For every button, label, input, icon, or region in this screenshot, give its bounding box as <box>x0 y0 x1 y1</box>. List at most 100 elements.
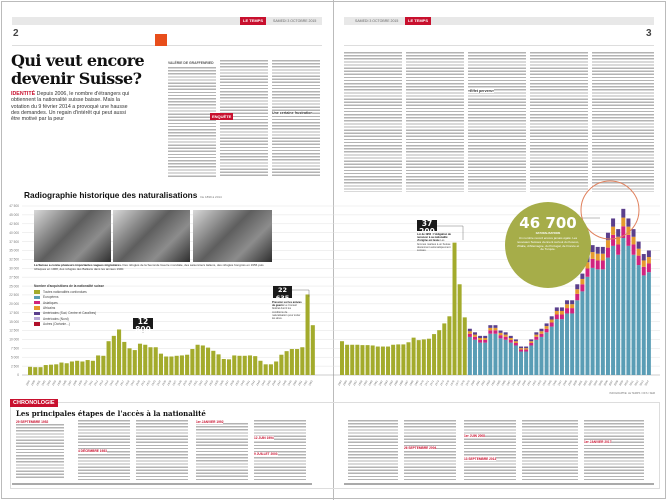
spread-fold <box>333 0 334 500</box>
x-tick-label: 1944 <box>260 379 267 386</box>
bar-segment-africains <box>519 348 524 350</box>
masthead-bar-left <box>12 17 322 25</box>
x-tick-label: 1958 <box>357 379 364 386</box>
x-tick-label: 1932 <box>197 379 204 386</box>
x-tick-label: 2011 <box>628 379 635 386</box>
bar-segment-asiatiques <box>626 234 631 246</box>
annotation-label: NATURALISATIONS <box>273 301 296 304</box>
archive-photo-3 <box>193 210 272 262</box>
bar-segment-africains <box>544 326 549 329</box>
annotation-label: NATURALISATIONS <box>535 232 561 235</box>
photo-caption: La Suisse a connu plusieurs importantes … <box>34 263 272 271</box>
event-date: 13 SEPTEMBRE 2013 <box>464 457 497 461</box>
chronology-text-column <box>196 423 248 480</box>
bar-segment-africains <box>534 334 539 337</box>
bar-segment-europeens <box>616 254 621 375</box>
x-tick-label: 1910 <box>82 379 89 386</box>
bar <box>386 346 391 375</box>
x-tick-label: 1957 <box>352 379 359 386</box>
x-tick-label: 1917 <box>119 379 126 386</box>
annotation-value: 46 700 <box>519 214 577 232</box>
x-tick-label: 1950 <box>292 379 299 386</box>
x-tick-label: 1977 <box>454 379 461 386</box>
bar-segment-ameriques <box>539 328 544 332</box>
legend-title: Nombre d'acquisitions de la nationalité … <box>34 284 105 288</box>
x-tick-label: 1924 <box>155 379 162 386</box>
bar <box>360 345 365 375</box>
x-tick-label: 1980 <box>469 379 476 386</box>
bar <box>350 344 355 375</box>
chronology-text-column <box>254 420 306 480</box>
bar <box>232 355 237 375</box>
bar <box>442 323 447 375</box>
x-tick-label: 1947 <box>276 379 283 386</box>
annotation-note: Pression sur les années de guerre Le Con… <box>272 301 302 320</box>
annotation-12800: 12 800 NATURALISATIONS <box>133 318 156 336</box>
event-date: 1er JANVIER 2017 <box>584 440 612 444</box>
x-tick-label: 1968 <box>408 379 415 386</box>
article-text-column <box>592 52 654 192</box>
article-lead: Qui veut encore devenir Suisse? IDENTITÉ… <box>11 52 163 123</box>
bar <box>247 355 253 375</box>
y-tick-label: 40 000 <box>9 231 19 235</box>
x-tick-label: 1920 <box>134 379 141 386</box>
bar-segment-europeens <box>646 272 651 375</box>
legend-label: Européens <box>43 295 59 300</box>
bar-segment-europeens <box>554 319 559 375</box>
bar-segment-ameriques <box>493 325 498 328</box>
article-text-column <box>168 67 216 177</box>
bar <box>305 294 310 375</box>
bar <box>380 346 385 375</box>
bar-segment-asiatiques <box>611 234 616 246</box>
bar <box>253 356 258 375</box>
bar-segment-asiatiques <box>559 314 564 320</box>
bar-segment-ameriques <box>544 323 549 327</box>
x-tick-label: 2014 <box>643 379 650 386</box>
x-tick-label: 1984 <box>490 379 497 386</box>
bar-segment-asiatiques <box>575 293 580 301</box>
x-tick-label: 1979 <box>464 379 471 386</box>
x-tick-label: 1930 <box>187 379 194 386</box>
bar-segment-asiatiques <box>467 333 472 337</box>
bar <box>284 351 289 375</box>
x-tick-label: 1911 <box>87 379 94 386</box>
bar <box>396 344 401 375</box>
x-tick-label: 1912 <box>93 379 100 386</box>
bar-segment-ameriques <box>616 229 621 237</box>
y-tick-label: 17 500 <box>9 311 19 315</box>
bar <box>263 364 268 375</box>
x-tick-label: 1940 <box>239 379 246 386</box>
bar-segment-ameriques <box>611 218 616 227</box>
bar-segment-europeens <box>488 333 493 375</box>
x-tick-label: 1963 <box>383 379 390 386</box>
chart-subtitle: De 1899 à 2014 <box>200 195 222 199</box>
chart-title-text: Radiographie historique des naturalisati… <box>24 190 198 200</box>
x-tick-label: 1938 <box>229 379 236 386</box>
bar <box>96 355 101 375</box>
bar-segment-europeens <box>549 326 554 375</box>
bar-segment-asiatiques <box>544 328 549 333</box>
legend-item: Toutes nationalités confondues <box>34 289 104 294</box>
brand-tag-left: LE TEMPS <box>240 17 267 25</box>
bar <box>370 345 375 375</box>
bar <box>401 344 406 375</box>
bar <box>237 355 242 375</box>
x-tick-label: 1962 <box>377 379 384 386</box>
y-tick-label: 42 500 <box>9 222 19 226</box>
bar <box>211 350 216 375</box>
x-tick-label: 1942 <box>250 379 257 386</box>
date-left: SAMEDI 3 OCTOBRE 2015 <box>273 19 317 23</box>
y-tick-label: 15 000 <box>9 320 19 324</box>
x-tick-label: 1997 <box>556 379 563 386</box>
x-tick-label: 1995 <box>546 379 553 386</box>
x-tick-label: 1961 <box>372 379 379 386</box>
bar-segment-asiatiques <box>595 260 600 270</box>
bar-segment-europeens <box>503 339 508 375</box>
bar-segment-asiatiques <box>488 330 493 334</box>
x-tick-label: 2004 <box>592 379 599 386</box>
y-tick-label: 12 500 <box>9 329 19 333</box>
bar-segment-asiatiques <box>472 336 477 340</box>
x-tick-label: 1903 <box>45 379 52 386</box>
bar-segment-ameriques <box>467 328 472 332</box>
x-tick-label: 1955 <box>342 379 349 386</box>
